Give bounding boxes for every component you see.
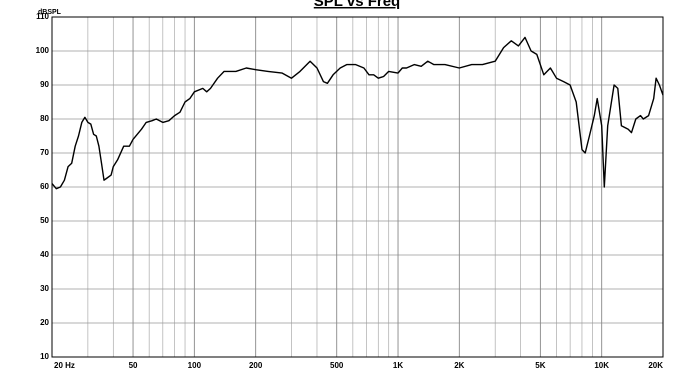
- y-tick-label: 100: [36, 46, 50, 55]
- x-tick-label: 500: [330, 361, 344, 370]
- x-tick-label: 50: [129, 361, 138, 370]
- x-tick-label: 200: [249, 361, 263, 370]
- y-tick-label: 110: [36, 12, 49, 21]
- y-tick-label: 90: [40, 80, 49, 89]
- y-tick-label: 30: [40, 284, 49, 293]
- x-tick-label: 1K: [393, 361, 403, 370]
- x-tick-label: 20 Hz: [54, 361, 75, 370]
- plot-frame: [51, 16, 664, 358]
- response-line: [51, 36, 664, 190]
- y-tick-label: 10: [40, 352, 49, 361]
- y-tick-label: 50: [40, 216, 49, 225]
- chart-title: SPL vs Freq: [314, 0, 400, 10]
- y-tick-label: 40: [40, 250, 49, 259]
- y-axis-label: dBSPL: [38, 9, 62, 16]
- x-tick-label: 10K: [594, 361, 609, 370]
- y-tick-label: 80: [40, 114, 49, 123]
- x-tick-label: 20K: [648, 361, 663, 370]
- y-tick-label: 70: [40, 148, 49, 157]
- x-tick-label: 2K: [454, 361, 464, 370]
- x-tick-label: 5K: [535, 361, 545, 370]
- y-tick-label: 20: [40, 318, 49, 327]
- x-tick-label: 100: [188, 361, 202, 370]
- y-tick-label: 60: [40, 182, 49, 191]
